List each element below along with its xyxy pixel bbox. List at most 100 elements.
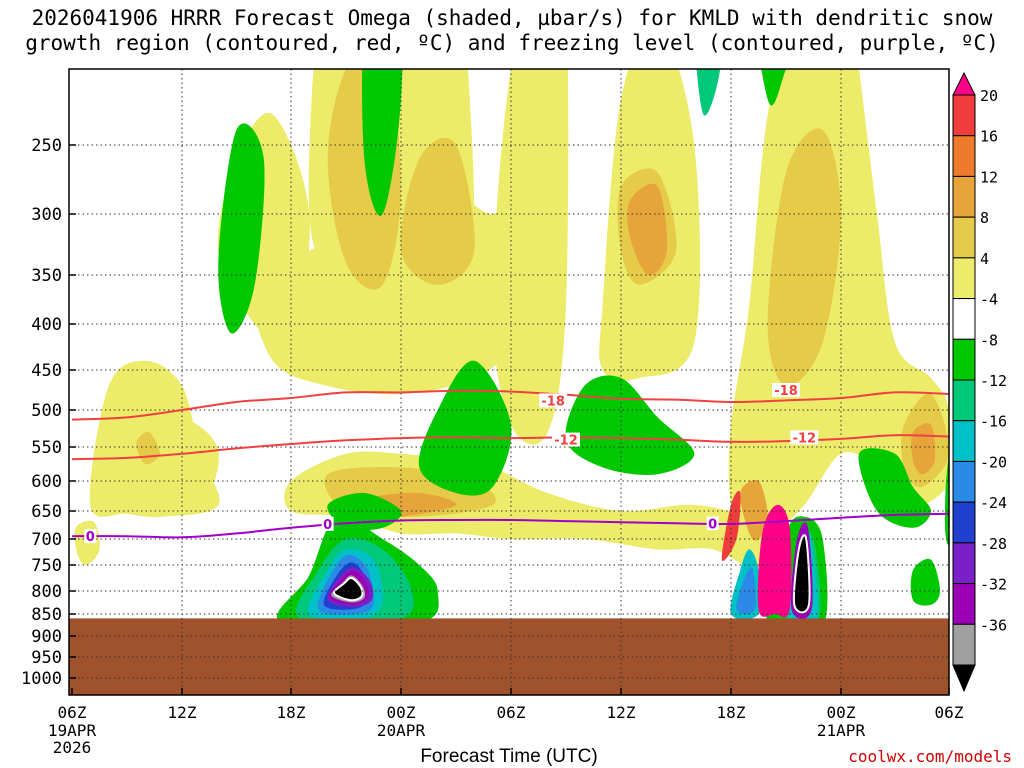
grid-lines [69, 69, 949, 695]
contour-label: 0 [708, 517, 717, 532]
x-tick-label: 12Z [607, 703, 636, 722]
x-axis-label: Forecast Time (UTC) [420, 746, 597, 767]
colorbar-swatch [952, 501, 976, 544]
colorbar-top-arrow [952, 71, 976, 96]
y-tick-label: 700 [31, 530, 62, 550]
contour-label-bg [539, 393, 568, 408]
y-tick-label: 800 [31, 582, 62, 602]
omega-shading [74, 69, 949, 639]
y-tick-label: 400 [31, 315, 62, 335]
x-tick-date-label: 20APR [377, 721, 426, 740]
y-tick-label: 850 [31, 605, 62, 625]
y-tick-label: 450 [31, 361, 62, 381]
x-tick-label: 06Z [58, 703, 87, 722]
colorbar-label: 4 [980, 250, 989, 268]
omega-shaded-region [696, 69, 721, 116]
contour-label-bg [84, 529, 97, 544]
omega-shaded-region [767, 128, 841, 387]
x-tick-label: 00Z [827, 703, 856, 722]
colorbar-swatch [952, 542, 976, 585]
omega-shaded-region [736, 567, 756, 614]
x-tick-label: 00Z [387, 703, 416, 722]
colorbar-swatch [952, 216, 976, 259]
omega-shaded-region [334, 577, 363, 601]
y-tick-label: 950 [31, 648, 62, 668]
colorbar-swatch [952, 257, 976, 300]
colorbar-swatch [952, 135, 976, 177]
colorbar-swatch [952, 379, 976, 422]
colorbar-label: -16 [980, 413, 1007, 431]
colorbar-swatch [952, 175, 976, 218]
omega-shaded-region [910, 558, 940, 606]
x-tick-date-label: 2026 [53, 738, 92, 757]
colorbar-label: -20 [980, 453, 1007, 471]
colorbar-label: -12 [980, 372, 1007, 390]
omega-shaded-region [721, 490, 741, 562]
omega-shaded-region [761, 69, 786, 106]
omega-shaded-region [418, 360, 512, 496]
colorbar-legend: 20 16 12 8 4 -4 -8 -12 -16 -20 -24 -28 -32 -36 [952, 71, 1007, 693]
colorbar-label: -24 [980, 494, 1007, 512]
contour-label-bg [552, 432, 580, 447]
y-tick-label: 250 [31, 136, 62, 156]
y-axis: 250 300 350 400 450 500 550 600 650 700 750 800 850 9… [21, 136, 76, 689]
contour-label-bg [706, 516, 719, 531]
colorbar-label: -28 [980, 535, 1007, 553]
omega-shaded-region [627, 183, 668, 276]
omega-shaded-region [858, 448, 931, 528]
y-tick-label: 600 [31, 472, 62, 492]
omega-shaded-region [492, 69, 569, 445]
terrain-fill [69, 618, 949, 695]
y-tick-label: 1000 [21, 669, 62, 689]
omega-core-outline [333, 576, 364, 602]
chart-title-line2: growth region (contoured, red, ºC) and f… [25, 31, 999, 55]
x-tick-label: 12Z [168, 703, 197, 722]
colorbar-label: -4 [980, 291, 998, 309]
omega-shaded-region [739, 479, 768, 541]
contour-label: -12 [554, 434, 578, 449]
terrain-block [69, 618, 949, 695]
y-tick-label: 300 [31, 205, 62, 225]
omega-core-outline [792, 534, 811, 614]
y-tick-label: 500 [31, 401, 62, 421]
omega-shaded-region [362, 69, 403, 216]
colorbar-swatch [952, 338, 976, 381]
x-tick-label: 06Z [497, 703, 526, 722]
colorbar-swatch [952, 94, 976, 137]
temperature-contours: -18 -18 -12 -12 0 0 0 [71, 383, 949, 545]
colorbar-swatch [952, 420, 976, 462]
contour-label: -12 [793, 431, 817, 446]
y-tick-label: 650 [31, 502, 62, 522]
contour-label: 0 [86, 530, 95, 545]
contour-label: -18 [774, 384, 798, 399]
contour-label: 0 [323, 518, 332, 533]
x-tick-label: 18Z [717, 703, 746, 722]
contour-line [71, 512, 949, 539]
omega-shaded-region [757, 504, 792, 618]
chart-title-line1: 2026041906 HRRR Forecast Omega (shaded, … [31, 6, 993, 30]
omega-shaded-region [565, 375, 695, 475]
colorbar-label: 12 [980, 168, 998, 186]
y-tick-label: 750 [31, 556, 62, 576]
colorbar-label: -32 [980, 576, 1007, 594]
colorbar-label: 20 [980, 87, 998, 105]
watermark: coolwx.com/models [848, 747, 1012, 766]
omega-shaded-region [218, 123, 265, 334]
y-tick-label: 550 [31, 438, 62, 458]
plot-frame [68, 68, 950, 696]
omega-shaded-region [400, 137, 475, 285]
x-tick-date-label: 21APR [817, 721, 866, 740]
colorbar-swatch [952, 460, 976, 503]
contour-line [71, 389, 949, 421]
omega-shaded-region [793, 535, 810, 613]
contour-label-bg [772, 383, 800, 397]
colorbar-swatch [952, 298, 976, 340]
x-tick-date-label: 19APR [48, 721, 97, 740]
contour-label-bg [321, 516, 334, 531]
colorbar-label: -36 [980, 616, 1007, 634]
colorbar-bottom-arrow [952, 664, 976, 693]
x-tick-label: 18Z [277, 703, 306, 722]
y-tick-label: 350 [31, 266, 62, 286]
